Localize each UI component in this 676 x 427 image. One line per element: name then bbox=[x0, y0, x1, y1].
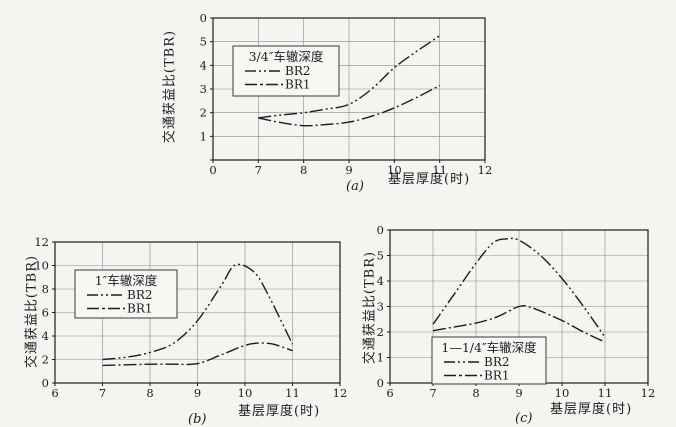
legend-label-BR1: BR1 bbox=[484, 369, 510, 383]
y-tick-label: 4 bbox=[42, 329, 49, 343]
x-tick-label: 12 bbox=[333, 386, 348, 400]
y-tick-label: 10 bbox=[34, 259, 49, 273]
y-tick-label: 0 bbox=[200, 11, 207, 25]
series-BR1-line bbox=[102, 342, 293, 367]
x-tick-label: 6 bbox=[386, 386, 393, 400]
y-tick-label: 2 bbox=[200, 106, 207, 120]
legend-label-BR1: BR1 bbox=[285, 78, 311, 92]
x-tick-label: 9 bbox=[194, 386, 201, 400]
y-tick-label: 5 bbox=[200, 35, 207, 49]
x-tick-labels: 6 7 8 9 10 11 12 bbox=[386, 386, 655, 400]
y-tick-labels: 0 1 2 3 4 5 0 bbox=[377, 223, 384, 390]
x-tick-labels: 6 7 8 9 10 11 12 bbox=[51, 386, 347, 400]
x-tick-label: 9 bbox=[345, 163, 352, 177]
x-tick-label: 11 bbox=[598, 386, 613, 400]
x-tick-label: 9 bbox=[515, 386, 522, 400]
x-tick-label: 12 bbox=[641, 386, 656, 400]
x-tick-label: 7 bbox=[429, 386, 436, 400]
legend-title: 3/4″车辙深度 bbox=[249, 49, 324, 64]
x-tick-label: 10 bbox=[387, 163, 402, 177]
y-tick-label: 4 bbox=[200, 58, 207, 72]
x-tick-label: 11 bbox=[432, 163, 447, 177]
x-tick-label: 12 bbox=[478, 163, 493, 177]
x-tick-labels: 0 7 8 9 10 11 12 bbox=[209, 163, 492, 177]
y-tick-labels: 0 2 4 6 8 10 12 bbox=[34, 235, 49, 390]
series-BR2-line bbox=[258, 35, 441, 119]
x-tick-label: 10 bbox=[555, 386, 570, 400]
chart-c: 6 7 8 9 10 11 12 0 1 2 3 4 5 0 1—1/4″车辙深度 BR2 BR1 交通获益比(… bbox=[355, 212, 676, 427]
series-BR1-line bbox=[432, 304, 606, 343]
chart-b: 6 7 8 9 10 11 12 0 2 4 6 8 10 12 1″车辙深度 BR2 BR1 交通获益比(TB… bbox=[10, 212, 356, 427]
tick-marks bbox=[210, 17, 486, 163]
gridlines bbox=[213, 18, 485, 160]
legend-box bbox=[74, 269, 178, 319]
x-tick-label: 8 bbox=[146, 386, 153, 400]
y-tick-labels: 1 2 3 4 5 0 bbox=[200, 11, 207, 143]
y-tick-label: 0 bbox=[377, 376, 384, 390]
y-tick-label: 8 bbox=[42, 282, 49, 296]
y-tick-label: 0 bbox=[42, 376, 49, 390]
y-tick-label: 3 bbox=[377, 300, 384, 314]
series-BR2-line bbox=[102, 263, 294, 361]
y-tick-label: 0 bbox=[377, 223, 384, 237]
y-tick-label: 1 bbox=[200, 129, 207, 143]
chart-b-caption: (b) bbox=[188, 412, 207, 427]
chart-b-xaxis-title: 基层厚度(时) bbox=[238, 404, 321, 419]
chart-b-yaxis-title: 交通获益比(TBR) bbox=[24, 254, 40, 369]
x-tick-label: 8 bbox=[300, 163, 307, 177]
legend-label-BR2: BR2 bbox=[484, 355, 510, 369]
series-BR1-line bbox=[258, 84, 441, 127]
x-tick-label: 11 bbox=[285, 386, 300, 400]
y-tick-label: 12 bbox=[34, 235, 49, 249]
x-tick-label: 6 bbox=[51, 386, 58, 400]
legend-label-BR1: BR1 bbox=[127, 302, 153, 316]
series-BR2-line bbox=[432, 237, 606, 338]
x-tick-label: 8 bbox=[472, 386, 479, 400]
legend-title: 1″车辙深度 bbox=[95, 273, 158, 288]
chart-a: 0 7 8 9 10 11 12 1 2 3 4 5 0 3/4″车辙深度 BR2 BR1 交通获益比(TBR… bbox=[150, 0, 506, 206]
tick-marks bbox=[52, 241, 341, 386]
y-tick-label: 3 bbox=[200, 82, 207, 96]
chart-a-yaxis-title: 交通获益比(TBR) bbox=[162, 29, 178, 144]
y-tick-label: 4 bbox=[377, 274, 384, 288]
x-tick-label: 0 bbox=[209, 163, 216, 177]
y-tick-label: 6 bbox=[42, 306, 49, 320]
chart-c-xaxis-title: 基层厚度(时) bbox=[550, 402, 633, 417]
chart-a-xaxis-title: 基层厚度(时) bbox=[388, 172, 471, 187]
y-tick-label: 2 bbox=[377, 325, 384, 339]
legend-title: 1—1/4″车辙深度 bbox=[441, 340, 537, 355]
y-tick-label: 1 bbox=[377, 351, 384, 365]
x-tick-label: 10 bbox=[238, 386, 253, 400]
y-tick-label: 2 bbox=[42, 353, 49, 367]
y-tick-label: 5 bbox=[377, 249, 384, 263]
legend-label-BR2: BR2 bbox=[127, 288, 153, 302]
x-tick-label: 7 bbox=[255, 163, 262, 177]
chart-c-yaxis-title: 交通获益比(TBR) bbox=[362, 250, 378, 365]
chart-a-caption: (a) bbox=[346, 179, 364, 194]
x-tick-label: 7 bbox=[99, 386, 106, 400]
legend-label-BR2: BR2 bbox=[285, 64, 311, 78]
chart-c-caption: (c) bbox=[515, 411, 533, 426]
